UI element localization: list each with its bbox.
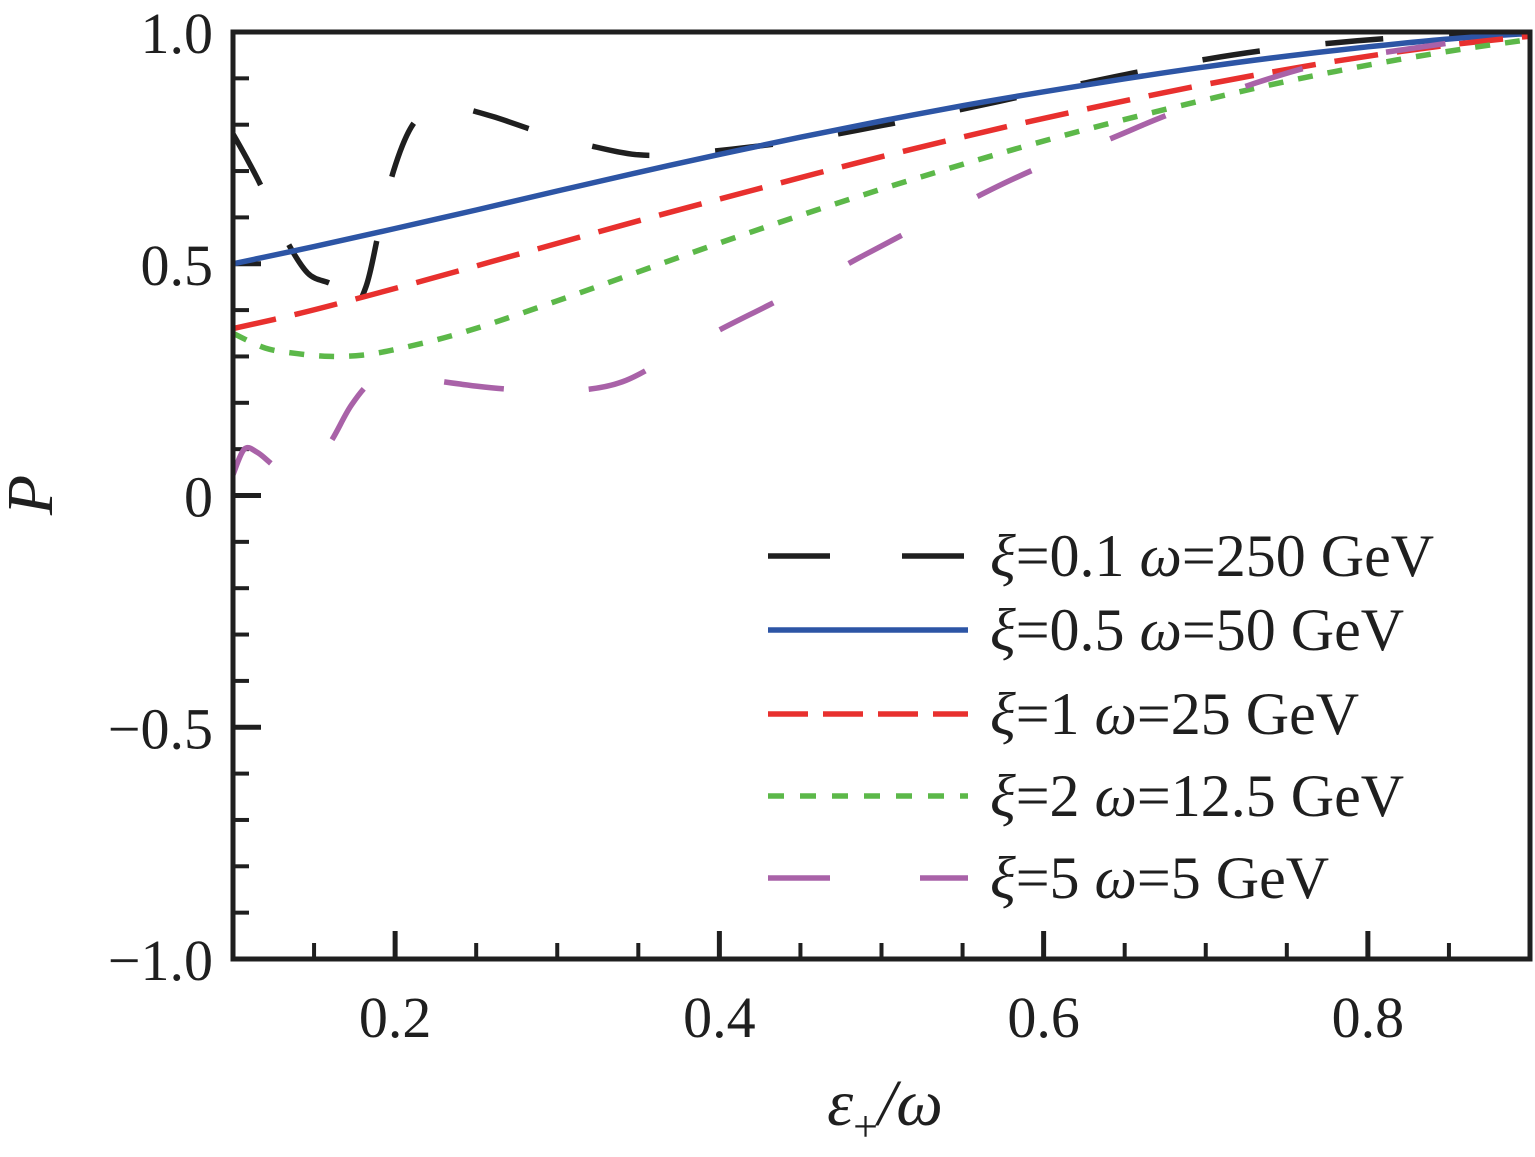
- x-tick-label: 0.8: [1332, 985, 1405, 1050]
- y-tick-label: 0: [184, 465, 213, 530]
- x-tick-label: 0.2: [359, 985, 432, 1050]
- y-tick-label: 0.5: [141, 233, 214, 298]
- y-tick-label: −0.5: [108, 696, 213, 761]
- y-tick-labels: 1.0 0.5 0 −0.5 −1.0: [108, 1, 213, 993]
- legend-label-part: =5 GeV: [1137, 845, 1329, 911]
- data-curves: [233, 32, 1530, 483]
- axis-ticks: [233, 76, 1451, 959]
- x-tick-labels: 0.2 0.4 0.6 0.8: [359, 985, 1404, 1050]
- x-tick-label: 0.6: [1007, 985, 1080, 1050]
- curve-xi-0p5-omega-50: [233, 32, 1530, 267]
- legend-label-part: ξ: [990, 523, 1016, 589]
- y-axis-label: P: [0, 475, 67, 516]
- legend-label-xi-0p1-omega-250: ξ=0.1 ω=250 GeV: [990, 523, 1434, 589]
- legend-label-part: ω: [1140, 597, 1182, 663]
- x-axis-label-part: ε: [827, 1067, 853, 1140]
- x-tick-label: 0.4: [683, 985, 756, 1050]
- legend-label-part: =25 GeV: [1137, 681, 1359, 747]
- plot-frame: [230, 29, 1533, 962]
- x-axis-label-part: +: [853, 1102, 878, 1151]
- legend-label-part: =0.5: [1016, 597, 1140, 663]
- legend-label-part: ξ: [990, 681, 1016, 747]
- curve-xi-0p1-omega-250: [233, 32, 1530, 320]
- legend-label-part: ω: [1140, 523, 1182, 589]
- legend-label-part: ω: [1095, 681, 1137, 747]
- legend-label-part: =50 GeV: [1182, 597, 1404, 663]
- curve-xi-1-omega-25: [233, 33, 1530, 332]
- legend-label-xi-2-omega-12p5: ξ=2 ω=12.5 GeV: [990, 763, 1404, 829]
- legend-label-part: ω: [1095, 845, 1137, 911]
- legend-label-part: =5: [1016, 845, 1095, 911]
- x-axis-label-part: /ω: [874, 1067, 943, 1140]
- x-axis-label: ε+/ω: [827, 1067, 943, 1151]
- y-tick-label: −1.0: [108, 928, 213, 993]
- legend-label-part: ξ: [990, 845, 1016, 911]
- y-tick-label: 1.0: [141, 1, 214, 66]
- legend-label-xi-0p5-omega-50: ξ=0.5 ω=50 GeV: [990, 597, 1404, 663]
- legend-label-part: =2: [1016, 763, 1095, 829]
- legend-label-part: ω: [1095, 763, 1137, 829]
- legend-label-part: =0.1: [1016, 523, 1140, 589]
- curve-xi-5-omega-5: [233, 32, 1530, 483]
- legend-label-part: =1: [1016, 681, 1095, 747]
- legend-label-part: ξ: [990, 763, 1016, 829]
- legend-label-part: =12.5 GeV: [1137, 763, 1404, 829]
- legend-label-xi-5-omega-5: ξ=5 ω=5 GeV: [990, 845, 1329, 911]
- legend-label-part: ξ: [990, 597, 1016, 663]
- curve-xi-2-omega-12p5: [233, 36, 1530, 360]
- legend-label-xi-1-omega-25: ξ=1 ω=25 GeV: [990, 681, 1359, 747]
- legend-label-part: =250 GeV: [1182, 523, 1434, 589]
